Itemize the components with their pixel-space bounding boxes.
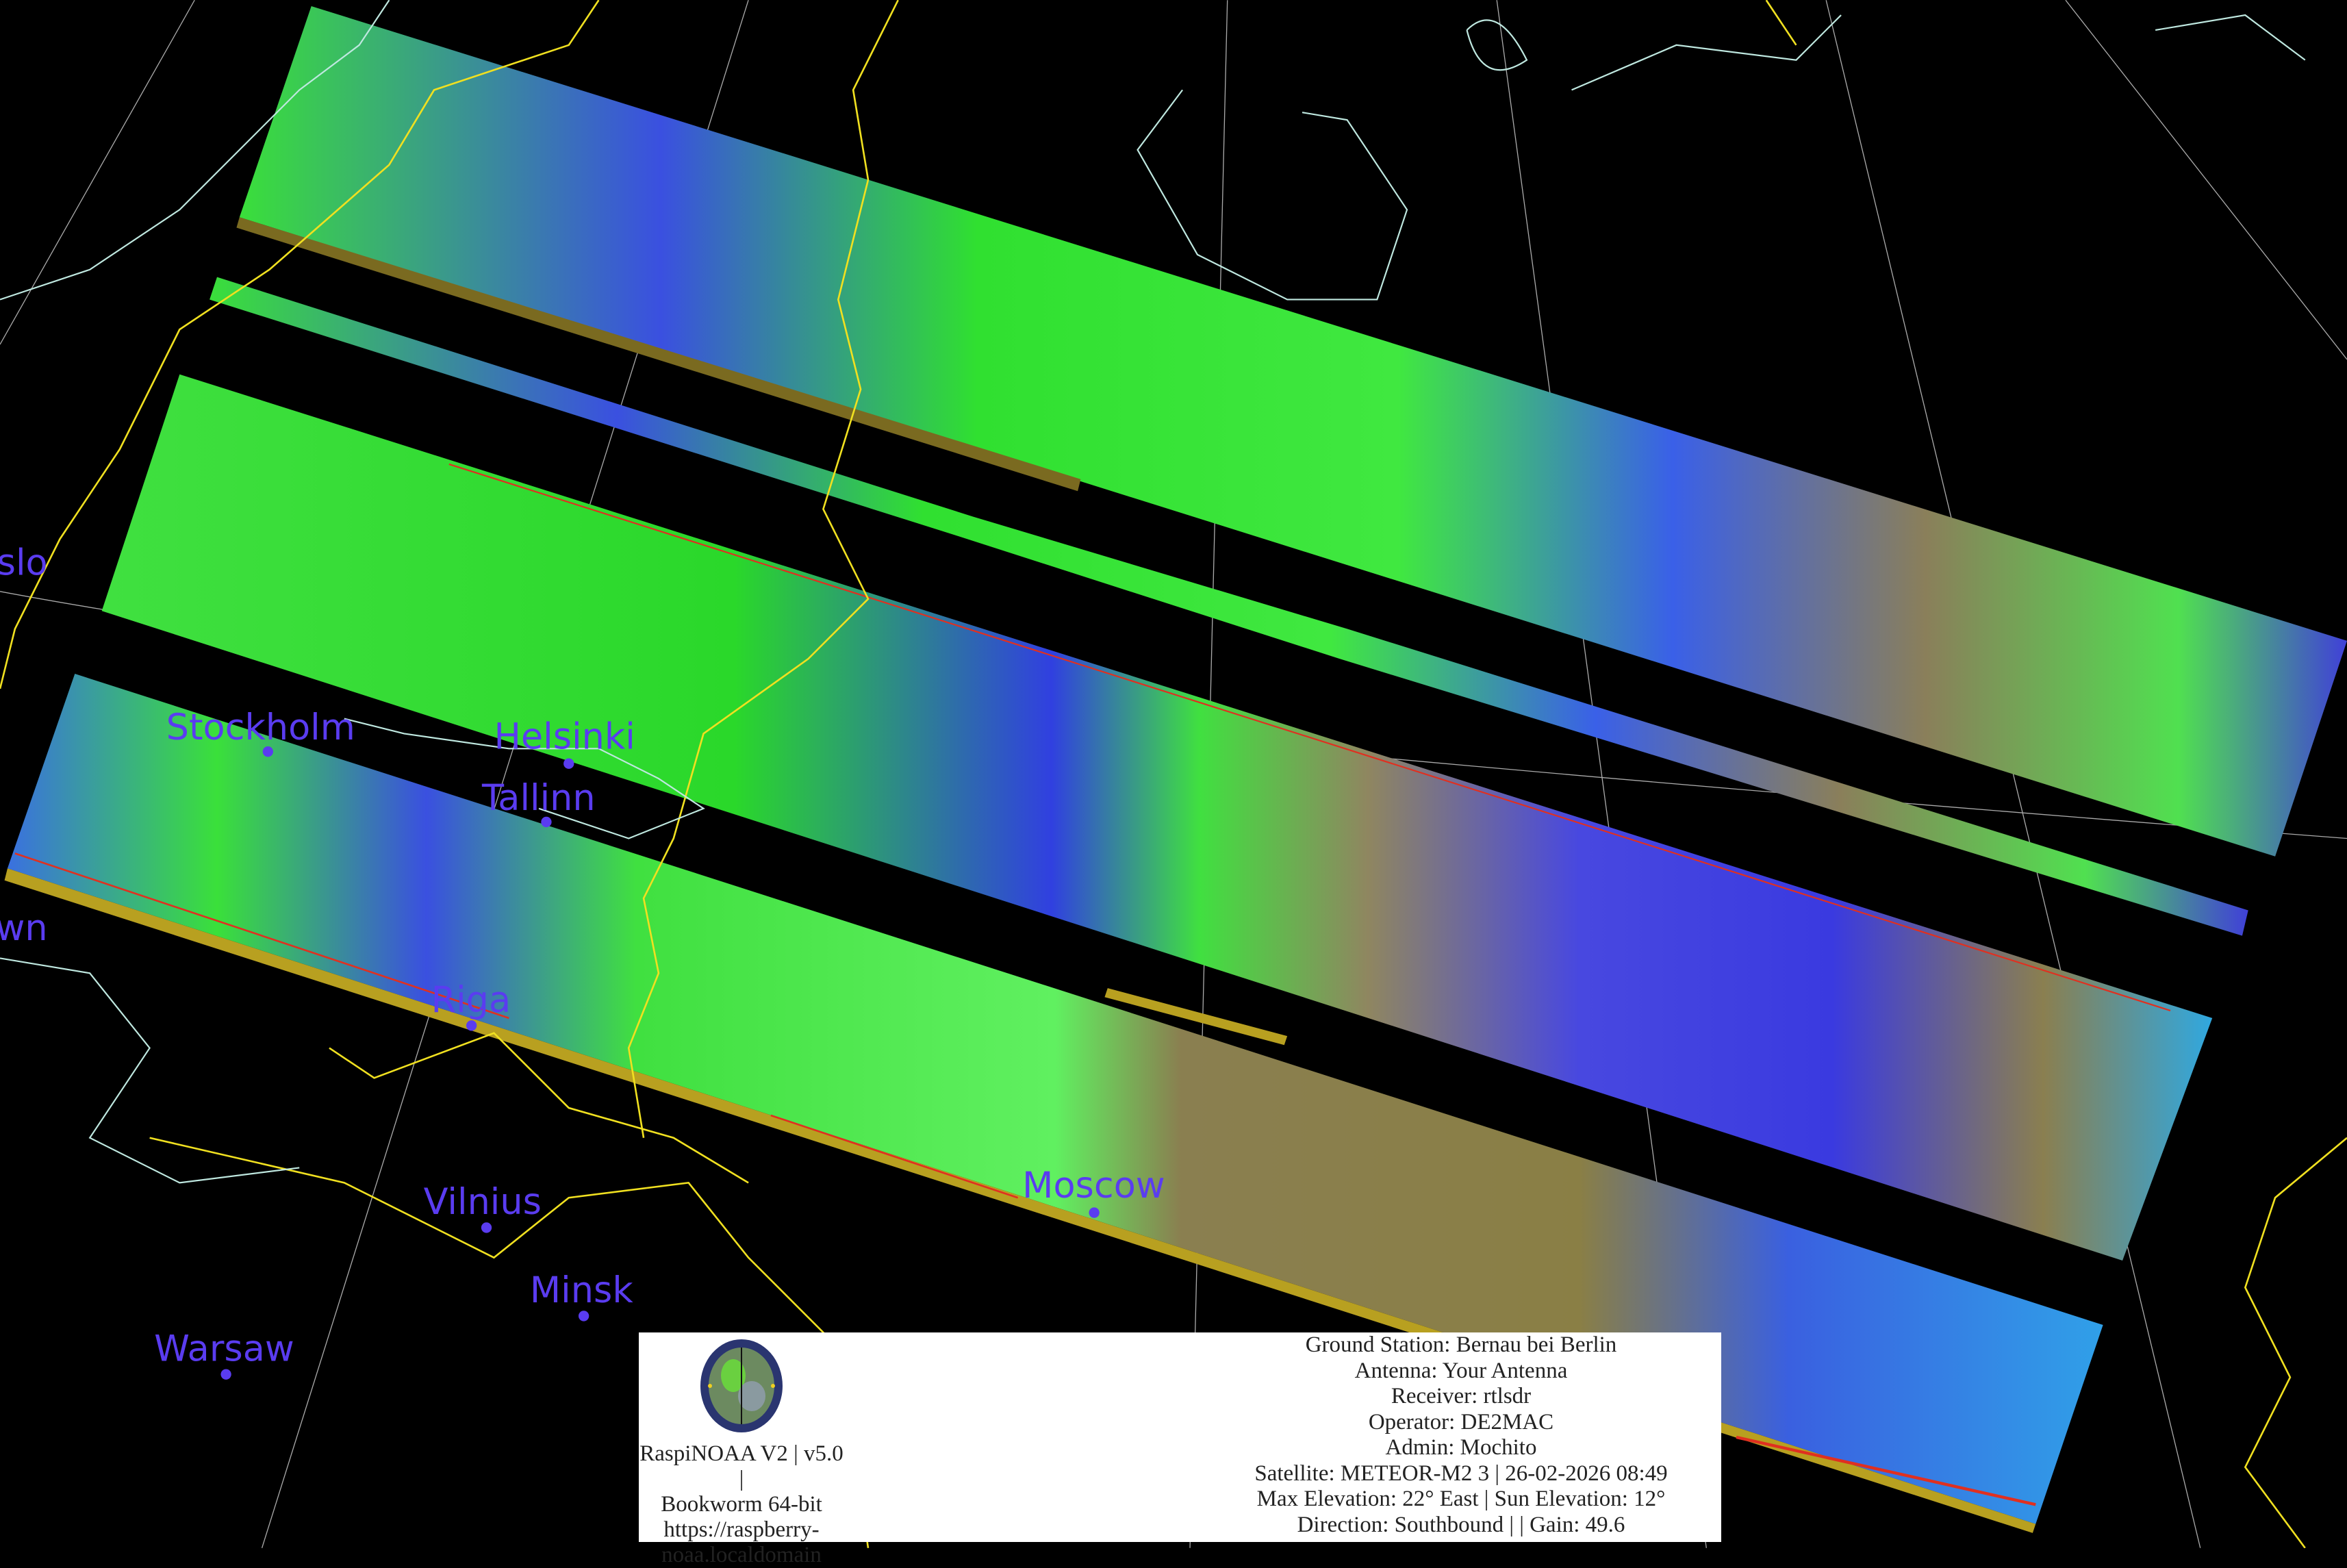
- city-dot-minsk: [578, 1311, 589, 1322]
- software-version: RaspiNOAA V2 | v5.0 |: [639, 1441, 843, 1491]
- satellite-and-time: Satellite: METEOR-M2 3 | 26-02-2026 08:4…: [1254, 1460, 1668, 1486]
- city-dot-helsinki: [563, 758, 574, 769]
- direction-gain: Direction: Southbound | | Gain: 49.6: [1297, 1512, 1625, 1537]
- receiver: Receiver: rtlsdr: [1391, 1384, 1532, 1408]
- city-label-warsaw: Warsaw: [154, 1328, 294, 1369]
- station-url-line-1: https://raspberry-: [663, 1517, 820, 1542]
- operator: Operator: DE2MAC: [1368, 1409, 1554, 1434]
- station-url-line-2: noaa.localdomain: [661, 1543, 822, 1567]
- city-dot-stockholm: [262, 746, 273, 757]
- elevation-info: Max Elevation: 22° East | Sun Elevation:…: [1256, 1487, 1666, 1511]
- swath-strip-2: [210, 277, 2248, 936]
- city-dot-tallinn: [541, 816, 552, 828]
- swath-strip-3: [101, 374, 2213, 1261]
- city-dot-warsaw: [220, 1369, 231, 1380]
- city-labels: slo wn Stockholm Helsinki Tallinn Riga V…: [0, 542, 1165, 1370]
- raspi-noaa-logo: [700, 1339, 783, 1432]
- antenna: Antenna: Your Antenna: [1354, 1358, 1568, 1383]
- city-markers: [220, 746, 1100, 1380]
- city-dot-moscow: [1089, 1207, 1100, 1218]
- city-label-tallinn: Tallinn: [481, 777, 596, 819]
- os-version: Bookworm 64-bit: [661, 1492, 822, 1517]
- city-dot-riga: [466, 1020, 477, 1031]
- ground-station: Ground Station: Bernau bei Berlin: [1305, 1332, 1617, 1357]
- pass-info-panel: RaspiNOAA V2 | v5.0 | Bookworm 64-bit ht…: [639, 1332, 1721, 1567]
- city-label-moscow: Moscow: [1022, 1165, 1165, 1206]
- city-label-riga: Riga: [431, 979, 511, 1021]
- city-dot-vilnius: [481, 1222, 492, 1233]
- city-label-partial: wn: [0, 907, 48, 949]
- coastlines: [0, 0, 2306, 1184]
- admin: Admin: Mochito: [1385, 1435, 1537, 1460]
- info-left-column: RaspiNOAA V2 | v5.0 | Bookworm 64-bit ht…: [639, 1332, 844, 1568]
- city-label-minsk: Minsk: [530, 1269, 633, 1311]
- city-label-vilnius: Vilnius: [424, 1181, 542, 1223]
- swath-strip-1: [236, 5, 2347, 857]
- city-label-oslo: slo: [0, 542, 48, 584]
- gap-artifact: [1104, 988, 1288, 1046]
- city-label-helsinki: Helsinki: [494, 716, 635, 757]
- city-label-stockholm: Stockholm: [166, 707, 355, 748]
- info-right-column: Ground Station: Bernau bei Berlin Antenn…: [1201, 1332, 1721, 1538]
